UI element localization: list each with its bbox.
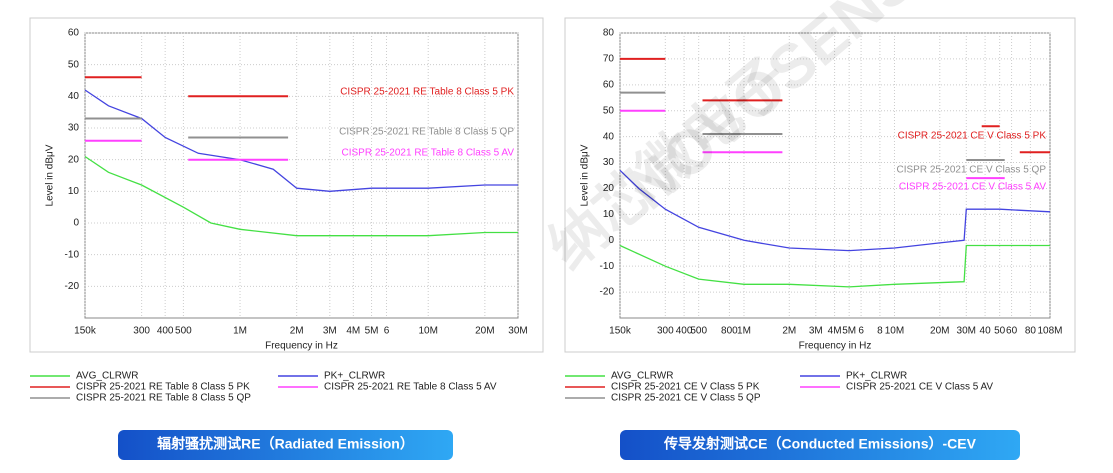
y-tick-label: 0 [73,218,79,229]
y-axis-label: Level in dBμV [45,144,56,206]
x-tick-label: 150k [609,326,632,337]
x-axis-label: Frequency in Hz [265,341,338,352]
series-line [620,109,1005,180]
x-tick-label: 1M [233,326,247,337]
y-tick-label: 20 [603,183,615,194]
x-tick-label: 400 [676,326,693,337]
caption-background [620,430,1020,460]
limit-annotation: CISPR 25-2021 RE Table 8 Class 5 QP [339,127,514,138]
plot-area [84,32,519,319]
legend-label: AVG_CLRWR [611,371,673,382]
x-tick-label: 30M [957,326,976,337]
x-tick-label: 40 [980,326,992,337]
x-tick-label: 1M [737,326,751,337]
y-tick-label: -20 [65,281,80,292]
limit-annotation: CISPR 25-2021 CE V Class 5 AV [899,182,1046,193]
x-tick-label: 150k [74,326,97,337]
legend-label: PK+_CLRWR [846,371,907,382]
y-tick-label: 80 [603,28,615,39]
y-tick-label: 70 [603,54,615,65]
y-tick-label: 10 [68,186,80,197]
series-line [85,117,289,139]
x-tick-label: 500 [175,326,192,337]
x-tick-label: 3M [323,326,337,337]
y-tick-label: 0 [608,235,614,246]
x-tick-label: 10M [885,326,904,337]
legend-label: CISPR 25-2021 CE V Class 5 AV [846,382,993,393]
x-tick-label: 500 [690,326,707,337]
y-tick-label: 60 [68,28,80,39]
x-tick-label: 400 [157,326,174,337]
x-tick-label: 4M [346,326,360,337]
x-tick-label: 8 [877,326,883,337]
y-tick-label: -10 [65,249,80,260]
series-line [84,155,518,237]
series-line [619,169,1051,252]
y-tick-label: 10 [603,209,615,220]
caption: 辐射骚扰测试RE（Radiated Emission） [157,436,414,452]
x-tick-label: 300 [657,326,674,337]
x-tick-label: 3M [809,326,823,337]
x-tick-label: 800 [721,326,738,337]
x-tick-label: 6 [384,326,390,337]
series-line [620,57,1050,154]
legend-label: CISPR 25-2021 CE V Class 5 PK [611,382,760,393]
series-line [85,76,289,98]
legend-label: PK+_CLRWR [324,371,385,382]
limit-annotation: CISPR 25-2021 RE Table 8 Class 5 AV [342,148,515,159]
series-line [620,91,1005,161]
legend-label: AVG_CLRWR [76,371,138,382]
x-tick-label: 80 [1025,326,1037,337]
series-line [85,139,289,161]
y-tick-label: 30 [68,123,80,134]
x-tick-label: 6 [858,326,864,337]
x-tick-label: 5M [842,326,856,337]
limit-annotation: CISPR 25-2021 CE V Class 5 QP [896,165,1046,176]
x-tick-label: 20M [475,326,494,337]
legend-label: CISPR 25-2021 RE Table 8 Class 5 QP [76,393,251,404]
limit-annotation: CISPR 25-2021 CE V Class 5 PK [898,131,1047,142]
x-tick-label: 2M [782,326,796,337]
y-tick-label: 40 [68,91,80,102]
x-axis-label: Frequency in Hz [799,341,872,352]
limit-annotation: CISPR 25-2021 RE Table 8 Class 5 PK [340,87,514,98]
legend-label: CISPR 25-2021 RE Table 8 Class 5 AV [324,382,497,393]
y-tick-label: 30 [603,157,615,168]
x-tick-label: 20M [930,326,949,337]
y-axis-label: Level in dBμV [580,144,591,206]
legend-label: CISPR 25-2021 CE V Class 5 QP [611,393,761,404]
y-tick-label: 50 [603,105,615,116]
x-tick-label: 108M [1037,326,1062,337]
legend-label: CISPR 25-2021 RE Table 8 Class 5 PK [76,382,250,393]
x-tick-label: 50 [994,326,1006,337]
series-line [619,244,1050,288]
x-tick-label: 4M [828,326,842,337]
y-tick-label: -20 [600,287,615,298]
x-tick-label: 300 [133,326,150,337]
y-tick-label: 50 [68,59,80,70]
x-tick-label: 10M [418,326,437,337]
y-tick-label: -10 [600,261,615,272]
x-tick-label: 2M [290,326,304,337]
x-tick-label: 30M [508,326,527,337]
x-tick-label: 60 [1006,326,1018,337]
caption-background [118,430,453,460]
x-tick-label: 5M [365,326,379,337]
y-tick-label: 60 [603,79,615,90]
y-tick-label: 40 [603,131,615,142]
caption: 传导发射测试CE（Conducted Emissions）-CEV [663,436,977,452]
y-tick-label: 20 [68,154,80,165]
